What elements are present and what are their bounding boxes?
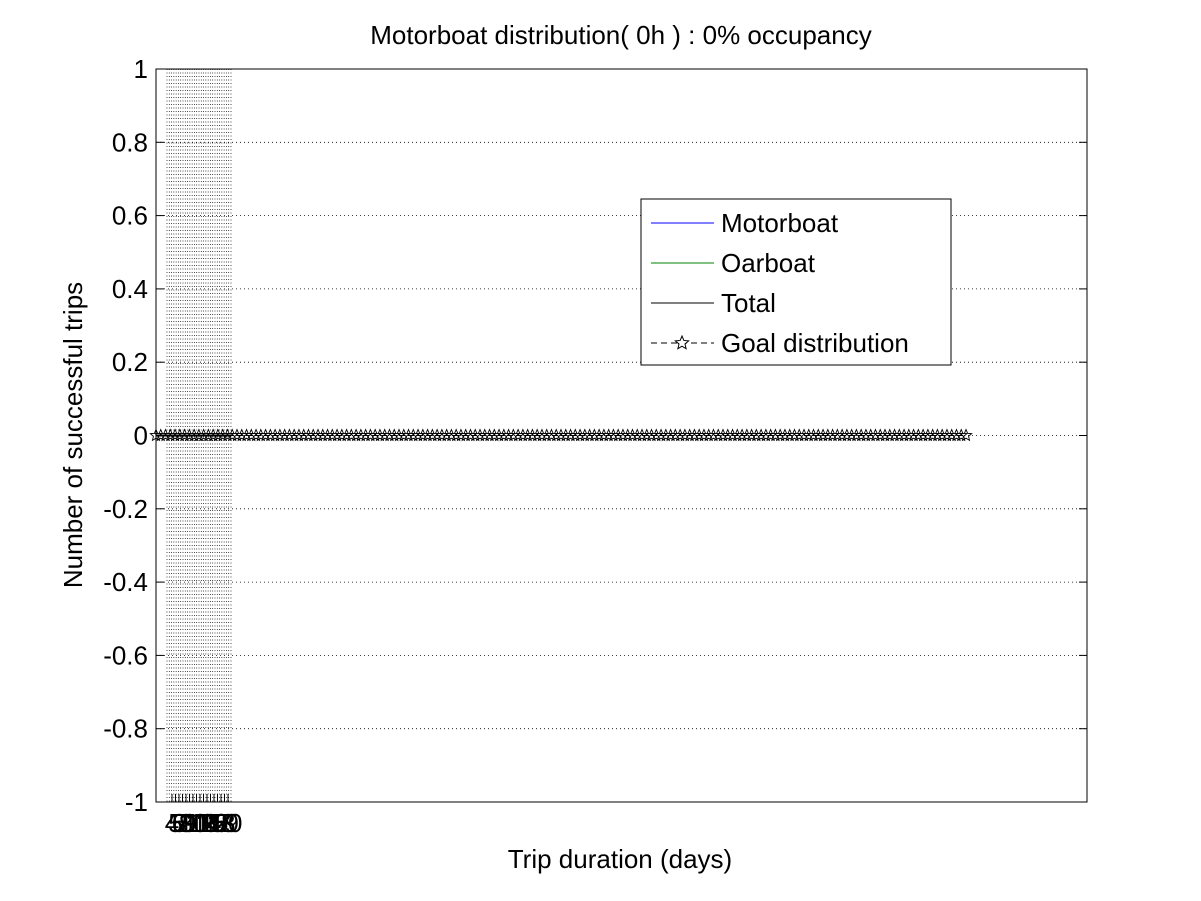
legend: Motorboat Oarboat Total Goal distribution <box>640 198 952 366</box>
x-tick-label: 7 <box>175 808 189 838</box>
legend-label: Oarboat <box>721 248 816 278</box>
x-tick-label: 9 <box>182 808 196 838</box>
y-tick-label: 0.6 <box>112 201 148 231</box>
legend-label: Total <box>721 288 776 318</box>
x-tick-label: 11 <box>183 808 210 838</box>
series-point <box>959 428 973 442</box>
legend-label: Goal distribution <box>721 328 909 358</box>
y-tick-label: 0 <box>134 421 148 451</box>
x-tick-label: 20 <box>214 808 243 838</box>
y-tick-label: 0.2 <box>112 347 148 377</box>
x-tick-label: 10 <box>179 808 208 838</box>
y-tick-label: 0.8 <box>112 127 148 157</box>
y-tick-label: 0.4 <box>112 274 148 304</box>
y-tick-label: -1 <box>125 787 148 817</box>
x-tick-label: 18 <box>207 808 236 838</box>
series-goal-distribution <box>149 428 973 442</box>
x-tick-label: 6 <box>172 808 186 838</box>
x-tick-label: 5 <box>168 808 182 838</box>
y-tick-label: -0.2 <box>103 494 148 524</box>
series-point <box>954 428 969 442</box>
x-tick-label: 12 <box>186 808 215 838</box>
series-layer <box>149 428 973 442</box>
y-tick-label: -0.6 <box>103 640 148 670</box>
legend-label: Motorboat <box>721 208 839 238</box>
legend-item: Motorboat <box>651 208 839 238</box>
legend-item: Goal distribution <box>651 328 909 358</box>
y-axis-label: Number of successful trips <box>58 282 88 588</box>
x-tick-label: 4 <box>165 808 179 838</box>
x-axis-label: Trip duration (days) <box>508 844 732 874</box>
y-tick-label: -0.4 <box>103 567 148 597</box>
y-tick-label: -0.8 <box>103 714 148 744</box>
legend-marker <box>674 334 690 350</box>
x-tick-label: 13 <box>189 808 218 838</box>
x-tick-label: 17 <box>203 808 232 838</box>
x-tick-label: 15 <box>196 808 225 838</box>
legend-box <box>640 198 952 366</box>
x-tick-label: 19 <box>210 808 239 838</box>
x-tick-label: 14 <box>193 808 222 838</box>
legend-item: Total <box>651 288 776 318</box>
y-tick-label: 1 <box>134 54 148 84</box>
y-axis-ticks: -1 -0.8 -0.6 -0.4 -0.2 0 0.2 0.4 0.6 0.8 1 <box>103 54 1087 817</box>
legend-item: Oarboat <box>651 248 816 278</box>
chart-title: Motorboat distribution( 0h ) : 0% occupa… <box>370 20 871 50</box>
x-tick-label: 8 <box>179 808 193 838</box>
x-tick-label: 16 <box>200 808 229 838</box>
